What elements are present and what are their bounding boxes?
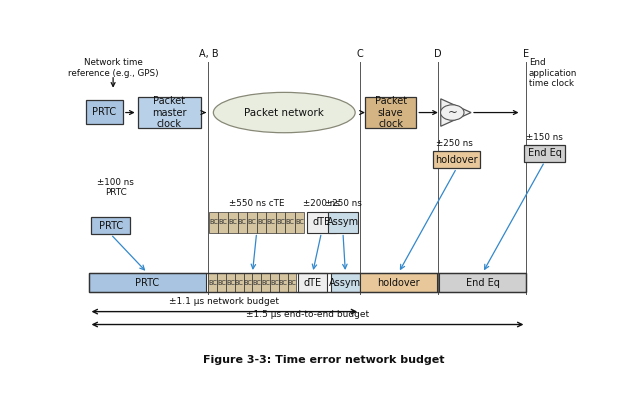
Bar bbox=[228, 212, 237, 233]
Text: E: E bbox=[523, 49, 529, 59]
Text: PRTC: PRTC bbox=[93, 107, 117, 117]
Text: Packet
master
clock: Packet master clock bbox=[152, 96, 187, 129]
Text: BC: BC bbox=[209, 219, 218, 225]
Text: Assym: Assym bbox=[329, 277, 362, 287]
Text: dTE: dTE bbox=[304, 277, 322, 287]
Bar bbox=[270, 273, 279, 292]
Text: BC: BC bbox=[247, 219, 256, 225]
Text: Packet network: Packet network bbox=[244, 108, 324, 118]
Bar bbox=[295, 212, 304, 233]
Text: holdover: holdover bbox=[435, 155, 478, 165]
Text: BC: BC bbox=[219, 219, 228, 225]
Bar bbox=[217, 273, 226, 292]
Bar bbox=[298, 273, 327, 292]
Text: BC: BC bbox=[226, 279, 235, 286]
Text: PRTC: PRTC bbox=[135, 277, 160, 287]
Text: ±200 ns: ±200 ns bbox=[303, 199, 340, 208]
Bar bbox=[208, 273, 217, 292]
Bar bbox=[331, 273, 360, 292]
Bar bbox=[261, 273, 270, 292]
Text: BC: BC bbox=[244, 279, 252, 286]
Text: BC: BC bbox=[288, 279, 297, 286]
Text: ±250 ns: ±250 ns bbox=[324, 199, 362, 208]
Text: ±150 ns: ±150 ns bbox=[526, 132, 563, 142]
Bar bbox=[439, 273, 526, 292]
Text: End Eq: End Eq bbox=[528, 148, 562, 158]
Bar bbox=[307, 212, 336, 233]
Text: BC: BC bbox=[228, 219, 237, 225]
Bar bbox=[209, 212, 218, 233]
Bar bbox=[257, 212, 266, 233]
Text: BC: BC bbox=[295, 219, 304, 225]
Bar bbox=[279, 273, 288, 292]
Text: ±250 ns: ±250 ns bbox=[436, 139, 473, 148]
Bar bbox=[288, 273, 297, 292]
Text: BC: BC bbox=[276, 219, 285, 225]
Text: BC: BC bbox=[257, 219, 266, 225]
Text: BC: BC bbox=[279, 279, 288, 286]
Bar bbox=[226, 273, 235, 292]
Text: ±100 ns
PRTC: ±100 ns PRTC bbox=[97, 178, 134, 197]
Bar bbox=[86, 100, 123, 124]
Bar bbox=[276, 212, 285, 233]
Bar bbox=[235, 273, 244, 292]
Bar bbox=[266, 212, 276, 233]
Ellipse shape bbox=[213, 92, 355, 133]
Text: BC: BC bbox=[270, 279, 279, 286]
Text: Packet
slave
clock: Packet slave clock bbox=[375, 96, 407, 129]
Bar bbox=[524, 145, 565, 162]
Text: C: C bbox=[357, 49, 363, 59]
Text: BC: BC bbox=[252, 279, 261, 286]
Text: BC: BC bbox=[285, 219, 295, 225]
Text: BC: BC bbox=[261, 279, 270, 286]
Bar bbox=[285, 212, 295, 233]
Bar bbox=[328, 212, 358, 233]
Text: BC: BC bbox=[266, 219, 276, 225]
Text: dTE: dTE bbox=[312, 217, 331, 227]
Bar bbox=[252, 273, 261, 292]
Text: End
application
time clock: End application time clock bbox=[529, 58, 577, 88]
Bar bbox=[138, 97, 201, 128]
Text: ±1.1 μs network budget: ±1.1 μs network budget bbox=[169, 297, 280, 306]
Text: BC: BC bbox=[235, 279, 244, 286]
Text: Network time
reference (e.g., GPS): Network time reference (e.g., GPS) bbox=[68, 58, 158, 78]
Text: Assym: Assym bbox=[327, 217, 359, 227]
Bar bbox=[365, 97, 416, 128]
Text: PRTC: PRTC bbox=[98, 221, 122, 231]
Text: holdover: holdover bbox=[377, 277, 420, 287]
Bar bbox=[88, 273, 206, 292]
Bar bbox=[247, 212, 257, 233]
Text: Figure 3-3: Time error network budget: Figure 3-3: Time error network budget bbox=[203, 355, 444, 365]
Polygon shape bbox=[440, 99, 471, 126]
Text: A, B: A, B bbox=[199, 49, 218, 59]
Bar bbox=[244, 273, 252, 292]
Bar bbox=[360, 273, 437, 292]
Text: ±1.5 μs end-to-end budget: ±1.5 μs end-to-end budget bbox=[246, 310, 369, 319]
Text: ~: ~ bbox=[447, 106, 457, 119]
Text: BC: BC bbox=[208, 279, 217, 286]
Text: D: D bbox=[435, 49, 442, 59]
Circle shape bbox=[440, 105, 464, 120]
Bar bbox=[88, 273, 526, 292]
Bar bbox=[218, 212, 228, 233]
Text: BC: BC bbox=[217, 279, 226, 286]
Text: ±550 ns cTE: ±550 ns cTE bbox=[229, 199, 285, 208]
Text: BC: BC bbox=[238, 219, 247, 225]
Bar bbox=[237, 212, 247, 233]
Text: End Eq: End Eq bbox=[466, 277, 500, 287]
Bar bbox=[433, 151, 480, 168]
Bar bbox=[91, 217, 130, 234]
